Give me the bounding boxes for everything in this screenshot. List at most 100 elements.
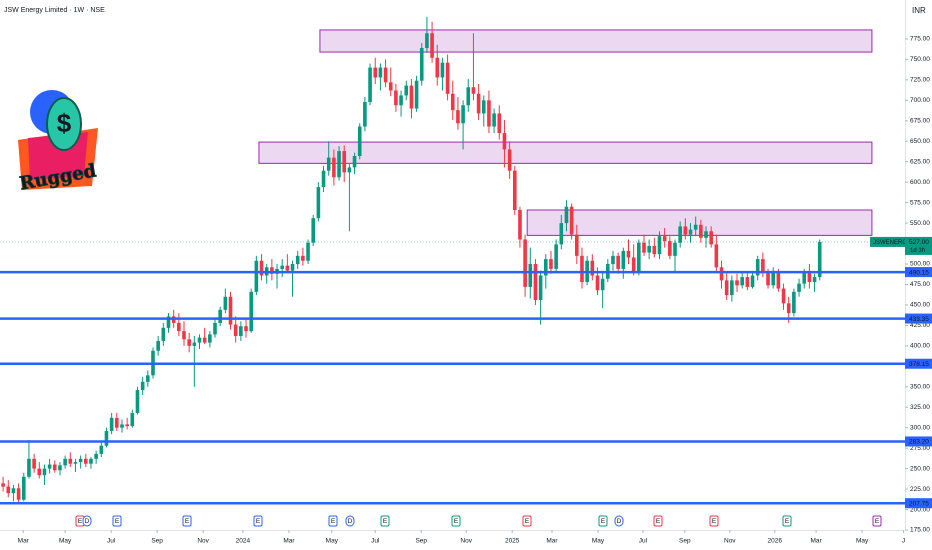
candle-body — [735, 280, 739, 286]
x-tick-label: May — [856, 538, 869, 545]
event-label: E — [185, 518, 190, 525]
candle-body — [6, 486, 11, 494]
event-label: E — [454, 518, 459, 525]
candle-body — [197, 337, 202, 343]
x-tick-label: 2024 — [236, 538, 251, 545]
candle-body — [435, 57, 440, 78]
candle-body — [73, 462, 78, 464]
symbol-label: JSWENERGY — [873, 240, 911, 246]
candle-body — [616, 255, 620, 269]
candle-body — [58, 465, 62, 471]
candle-body — [724, 280, 729, 296]
event-marker — [522, 515, 532, 527]
candle-body — [89, 458, 93, 464]
y-tick-label: 650.00 — [910, 138, 930, 145]
candle-body — [352, 155, 357, 168]
candle-body — [476, 93, 481, 114]
candle-body — [745, 277, 750, 287]
candle-body — [802, 272, 807, 284]
candle-body — [239, 326, 243, 337]
candle-body — [631, 257, 636, 273]
event-label: E — [785, 518, 790, 525]
event-label: D — [348, 518, 353, 525]
candle-body — [512, 170, 517, 211]
y-tick-label: 225.00 — [910, 486, 930, 493]
candle-body — [523, 239, 527, 287]
candle-body — [130, 412, 135, 427]
candle-body — [559, 223, 564, 245]
candle-body — [394, 90, 398, 106]
candle-body — [699, 224, 703, 238]
candle-body — [761, 259, 765, 273]
candle-body — [450, 93, 455, 111]
candle-body — [140, 381, 145, 391]
candle-body — [776, 272, 781, 289]
candle-body — [280, 265, 284, 269]
candle-body — [740, 277, 744, 286]
event-marker — [82, 515, 92, 527]
candle-body — [497, 113, 502, 134]
candle-body — [347, 167, 352, 173]
candle-body — [321, 170, 326, 188]
candle-body — [83, 458, 88, 464]
y-tick-label: 725.00 — [910, 77, 930, 84]
candle-body — [518, 210, 522, 240]
candle-body — [383, 67, 388, 83]
candle-body — [363, 101, 367, 127]
event-marker — [253, 515, 263, 527]
event-marker — [112, 515, 122, 527]
x-tick-label: Nov — [197, 538, 209, 545]
event-label: E — [383, 518, 388, 525]
y-tick-label: 600.00 — [910, 179, 930, 186]
candle-body — [42, 468, 47, 476]
y-tick-label: 675.00 — [910, 118, 930, 125]
candle-body — [68, 458, 73, 464]
candle-body — [37, 468, 42, 476]
candle-body — [575, 234, 579, 256]
candle-body — [342, 151, 347, 173]
candle-body — [259, 260, 264, 276]
event-marker — [328, 515, 338, 527]
event-label: E — [78, 518, 83, 525]
candle-body — [295, 255, 300, 265]
candle-body — [399, 95, 403, 106]
candle-body — [332, 157, 336, 178]
candle-body — [1, 483, 5, 487]
candle-body — [337, 151, 341, 178]
level-label: 433.35 — [909, 316, 929, 323]
candle-body — [487, 100, 491, 127]
zone — [258, 141, 873, 164]
y-tick-label: 475.00 — [910, 281, 930, 288]
x-tick-label: May — [326, 538, 339, 545]
candle-body — [543, 259, 548, 276]
candle-body — [709, 231, 713, 245]
candle-body — [104, 430, 109, 446]
candle-body — [688, 229, 693, 235]
level-label: 207.75 — [909, 500, 929, 507]
event-marker — [182, 515, 192, 527]
candle-body — [642, 242, 646, 253]
x-tick-label: Jul — [371, 538, 380, 545]
y-tick-label: 500.00 — [910, 261, 930, 268]
event-label: E — [656, 518, 661, 525]
candle-body — [109, 417, 114, 431]
candle-body — [187, 339, 191, 346]
candle-body — [27, 458, 31, 477]
candle-body — [621, 250, 626, 269]
candle-body — [538, 275, 543, 301]
candle-body — [156, 340, 160, 351]
candle-body — [430, 33, 434, 58]
candle-body — [63, 458, 67, 466]
candle-body — [414, 80, 419, 109]
y-tick-label: 250.00 — [910, 465, 930, 472]
x-tick-label: 2025 — [505, 538, 520, 545]
candle-body — [94, 453, 98, 459]
currency: INR — [912, 6, 926, 15]
candle-body — [419, 47, 424, 81]
candle-body — [47, 464, 52, 469]
candle-body — [786, 303, 791, 314]
event-marker — [614, 515, 624, 527]
event-label: E — [601, 518, 606, 525]
y-tick-label: 625.00 — [910, 158, 930, 165]
